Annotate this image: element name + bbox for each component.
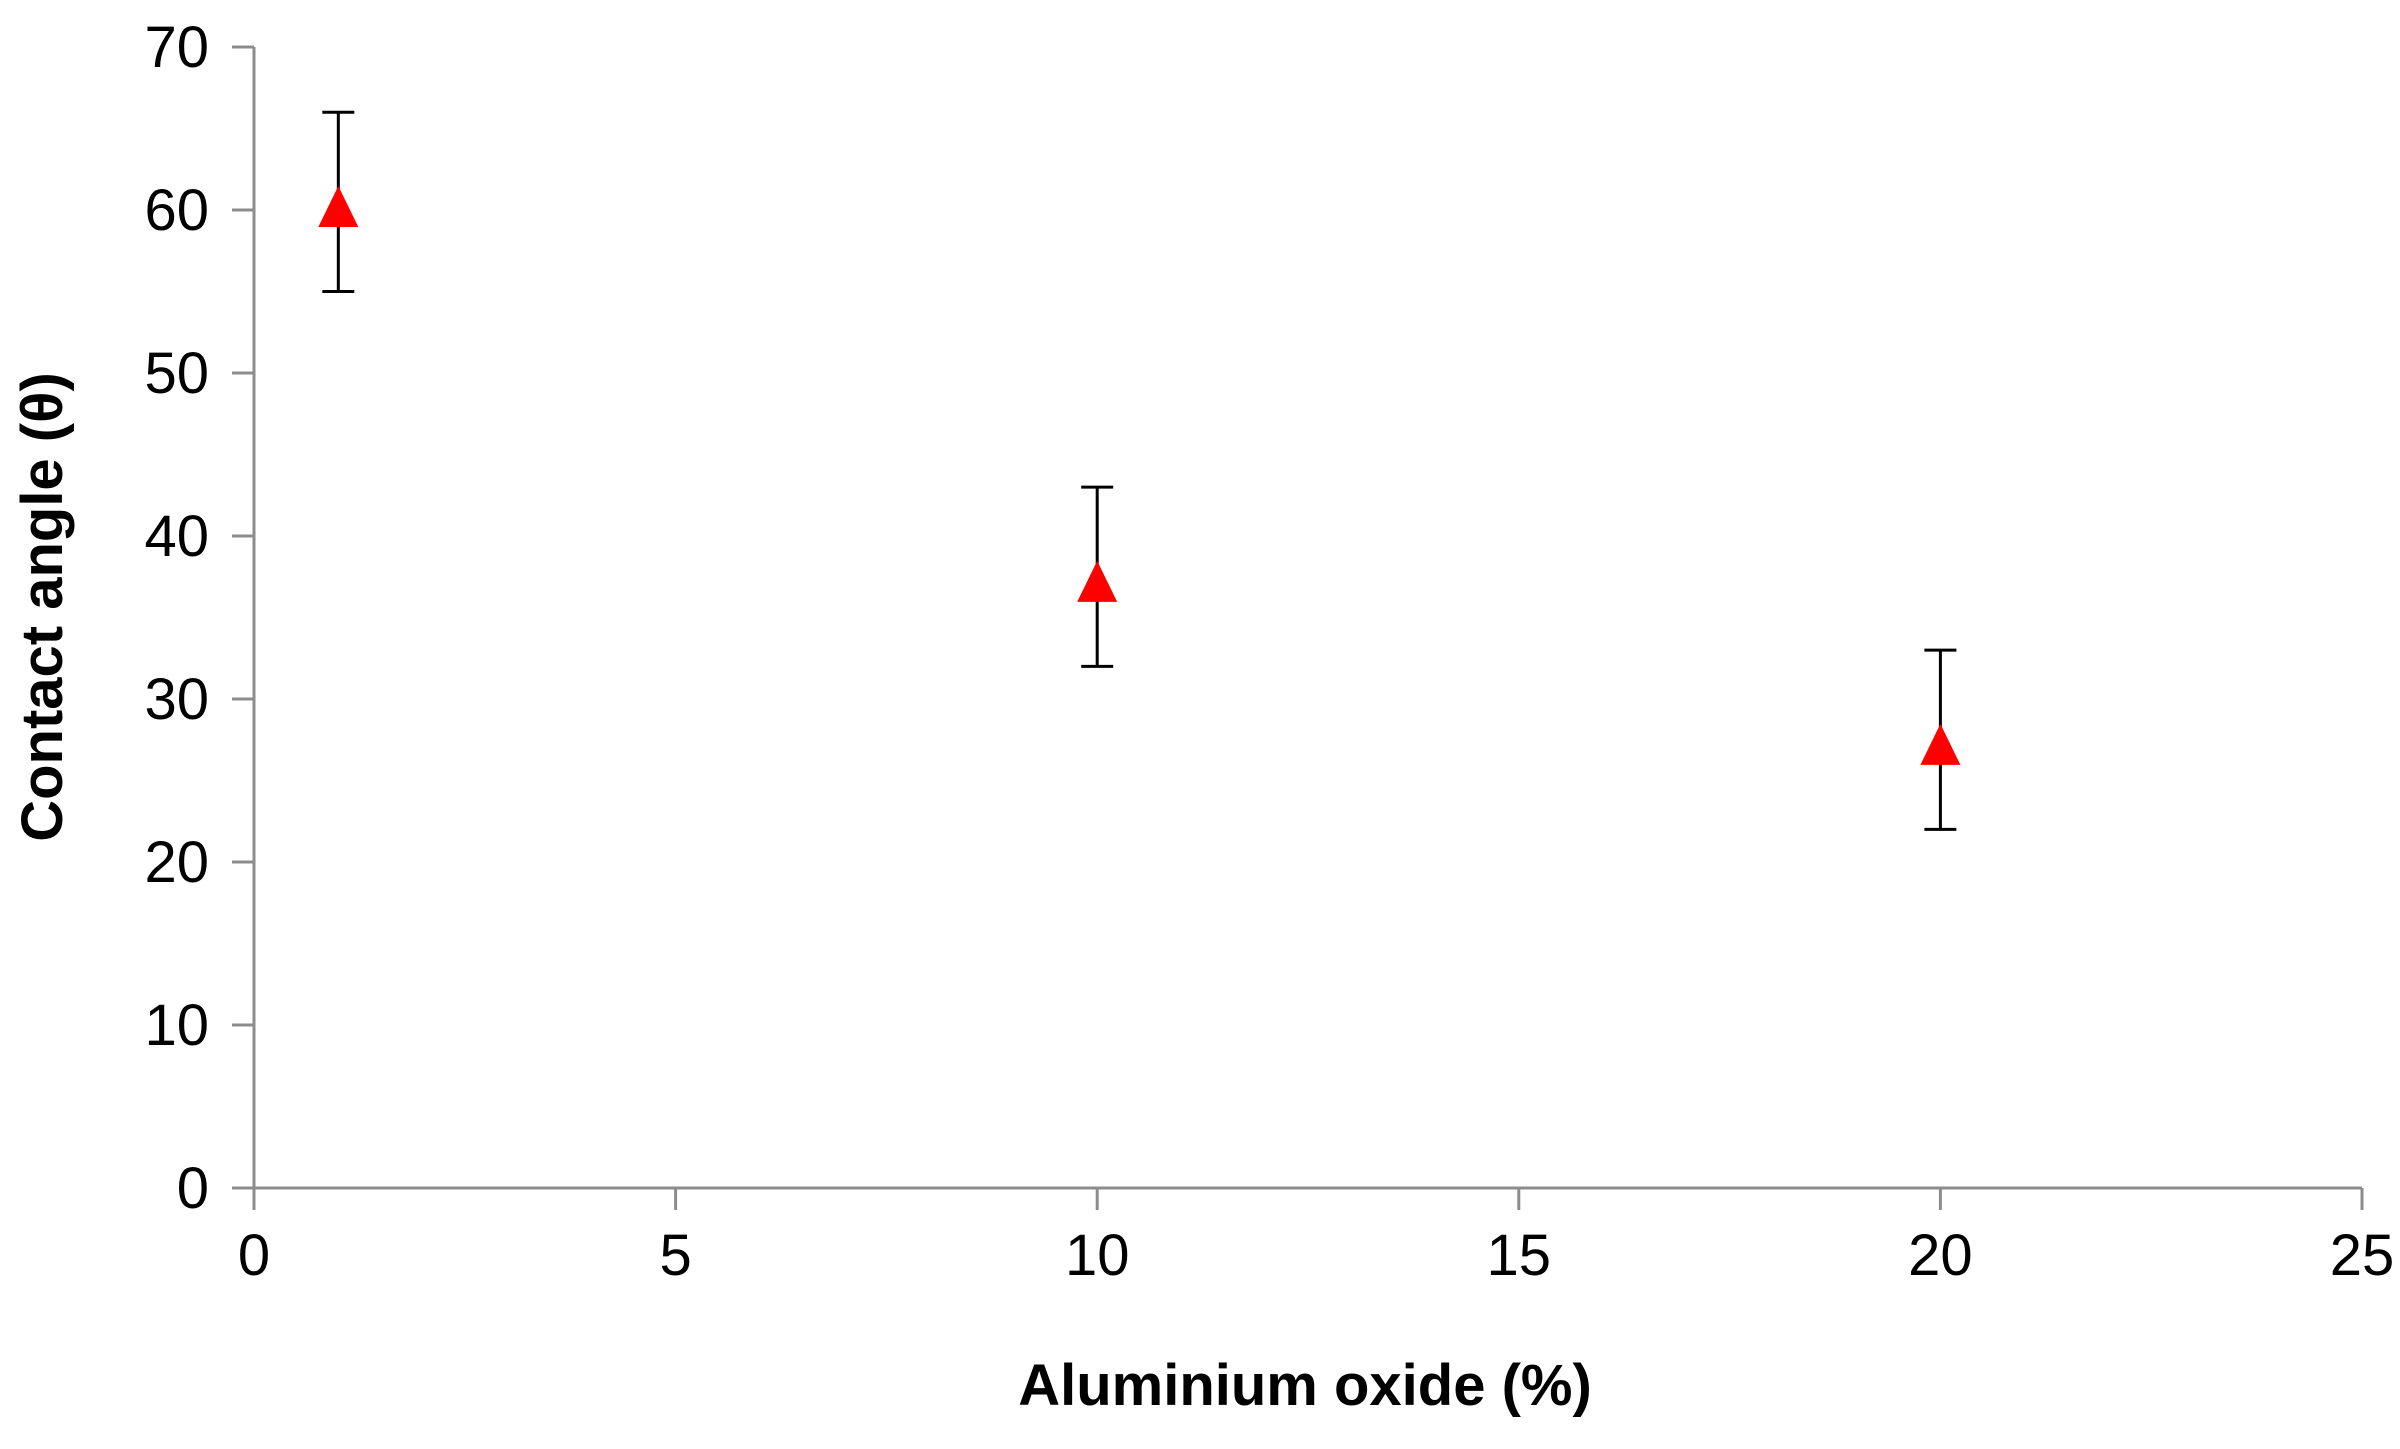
y-tick-label: 20	[144, 830, 209, 895]
data-point-triangle	[1920, 723, 1961, 765]
data-point-triangle	[318, 186, 359, 227]
x-tick-label: 10	[1065, 1223, 1130, 1288]
y-tick-label: 10	[144, 993, 209, 1058]
data-marks	[318, 110, 1961, 831]
y-tick-label: 60	[144, 178, 209, 243]
x-tick-label: 15	[1487, 1223, 1552, 1288]
y-axis-title: Contact angle (θ)	[10, 372, 75, 842]
y-tick-label: 0	[177, 1156, 209, 1221]
y-tick-label: 30	[144, 667, 209, 732]
y-tick-label: 70	[144, 15, 209, 80]
y-tick-label: 50	[144, 341, 209, 406]
x-tick-label: 5	[659, 1223, 691, 1288]
axes	[232, 45, 2364, 1210]
data-point-triangle	[1077, 560, 1118, 602]
y-tick-label: 40	[144, 504, 209, 569]
x-axis-title: Aluminium oxide (%)	[1018, 1353, 1592, 1418]
x-tick-label: 0	[238, 1223, 270, 1288]
x-tick-label: 25	[2330, 1223, 2395, 1288]
x-tick-label: 20	[1908, 1223, 1973, 1288]
tick-labels: 0 10 20 30 40 50 60 70 0 5 10 15 20 25	[144, 15, 2394, 1288]
